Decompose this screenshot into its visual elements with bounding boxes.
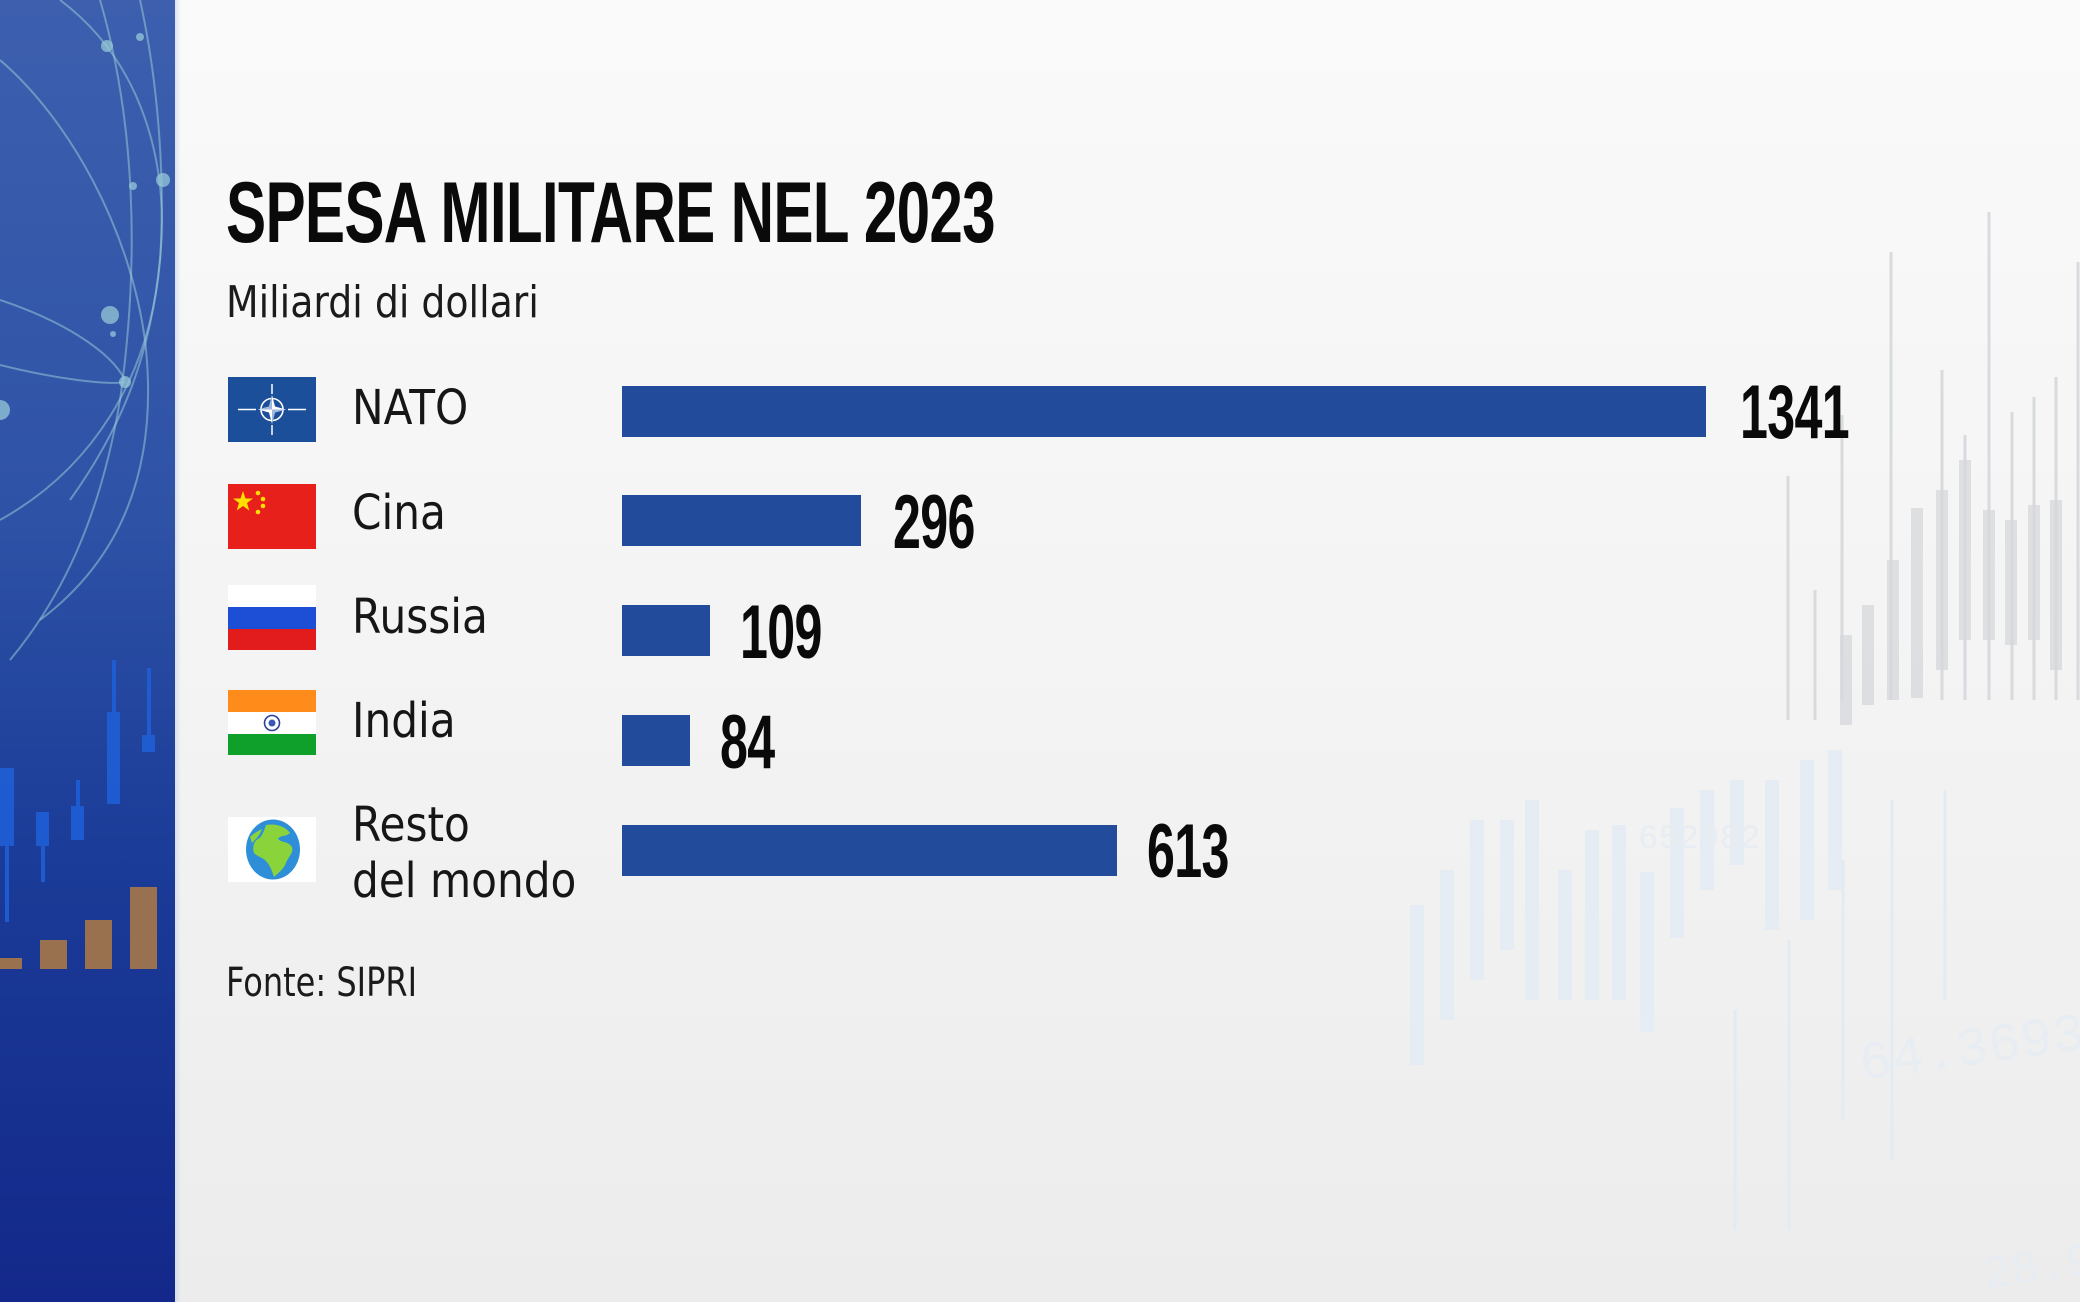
row-label-line-1: Resto xyxy=(352,797,470,853)
row-label: Russia xyxy=(352,589,488,645)
panel-edge-divider xyxy=(175,0,181,1302)
value-label: 613 xyxy=(1147,809,1229,894)
china-flag-icon xyxy=(228,484,316,549)
bar-resto-del-mondo xyxy=(622,825,1117,876)
svg-text:28.93: 28.93 xyxy=(1981,1231,2080,1302)
value-label: 109 xyxy=(740,590,822,675)
value-label: 84 xyxy=(720,700,775,785)
bar-russia xyxy=(622,605,710,656)
decorative-side-panel xyxy=(0,0,175,1302)
source-note: Fonte: SIPRI xyxy=(226,960,418,1006)
value-label: 296 xyxy=(893,480,975,565)
india-flag-icon xyxy=(228,690,316,755)
svg-text:652982: 652982 xyxy=(1638,821,1760,859)
row-label-multiline: Resto del mondo xyxy=(352,797,576,909)
bar-india xyxy=(622,715,690,766)
russia-flag-icon xyxy=(228,585,316,650)
svg-text:64.3693: 64.3693 xyxy=(1856,1005,2080,1097)
bar-cina xyxy=(622,495,861,546)
chart-title: SPESA MILITARE NEL 2023 xyxy=(226,165,996,261)
row-label: India xyxy=(352,693,456,749)
globe-icon xyxy=(228,817,316,882)
value-label: 1341 xyxy=(1740,370,1850,455)
row-label-line-2: del mondo xyxy=(352,853,577,909)
row-label: NATO xyxy=(352,380,469,436)
bar-nato xyxy=(622,386,1706,437)
chart-subtitle: Miliardi di dollari xyxy=(226,277,539,328)
network-globe-decoration-icon xyxy=(0,0,170,969)
row-label: Cina xyxy=(352,485,446,541)
nato-flag-icon xyxy=(228,377,316,442)
